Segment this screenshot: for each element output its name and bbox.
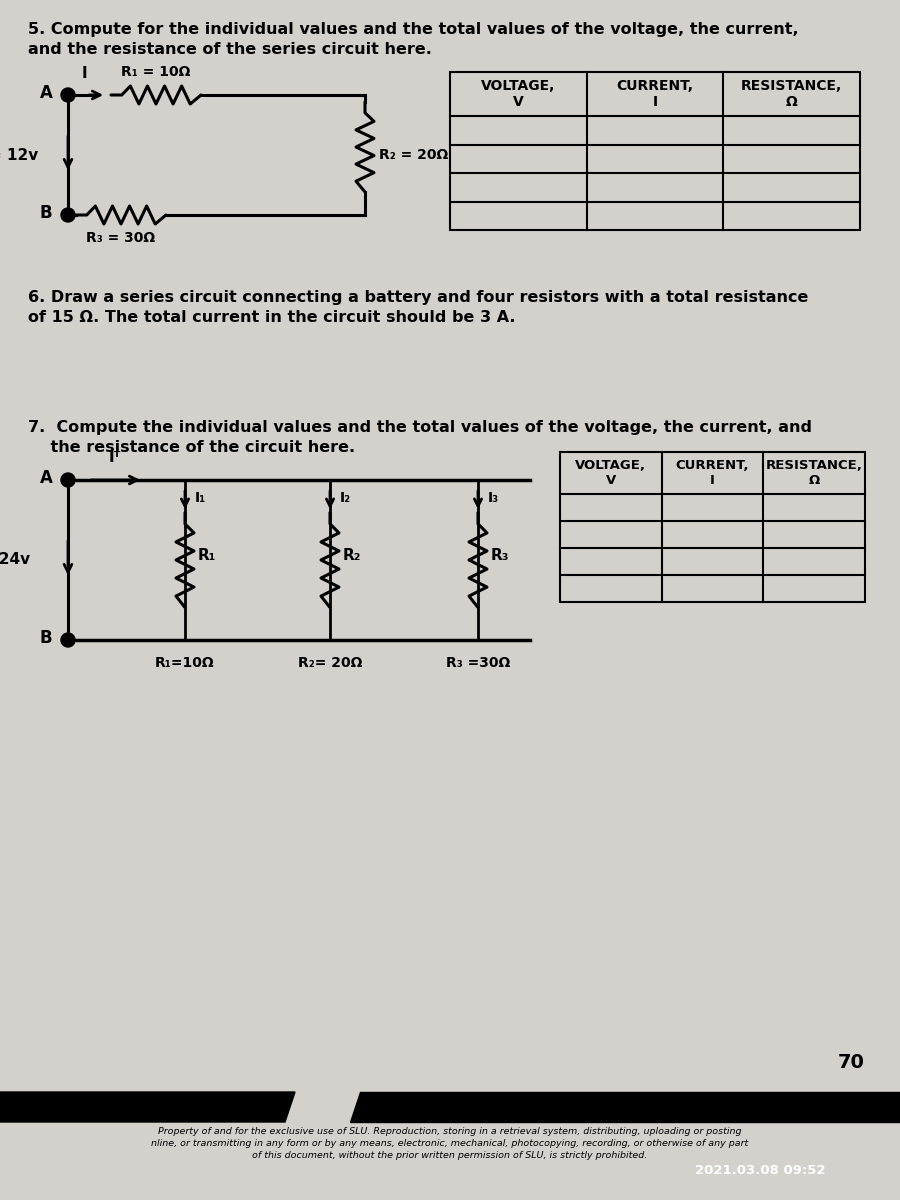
Text: B: B [40, 204, 52, 222]
Text: Iᵀ: Iᵀ [109, 450, 122, 464]
Text: VOLTAGE,
V: VOLTAGE, V [575, 458, 646, 487]
Text: of this document, without the prior written permission of SLU, is strictly prohi: of this document, without the prior writ… [252, 1151, 648, 1160]
Text: I₃: I₃ [488, 491, 500, 505]
Circle shape [61, 473, 75, 487]
Text: R₃ = 30Ω: R₃ = 30Ω [86, 230, 156, 245]
Polygon shape [350, 1092, 900, 1122]
Text: Property of and for the exclusive use of SLU. Reproduction, storing in a retriev: Property of and for the exclusive use of… [158, 1127, 742, 1136]
Text: R₃ =30Ω: R₃ =30Ω [446, 656, 510, 670]
Text: 6. Draw a series circuit connecting a battery and four resistors with a total re: 6. Draw a series circuit connecting a ba… [28, 290, 808, 305]
Text: RESISTANCE,
Ω: RESISTANCE, Ω [741, 79, 842, 109]
Text: of 15 Ω. The total current in the circuit should be 3 A.: of 15 Ω. The total current in the circui… [28, 310, 516, 325]
Text: R₂= 20Ω: R₂= 20Ω [298, 656, 362, 670]
Text: RESISTANCE,
Ω: RESISTANCE, Ω [766, 458, 862, 487]
Text: CURRENT,
I: CURRENT, I [676, 458, 749, 487]
Text: Vₛ = 24v: Vₛ = 24v [0, 552, 30, 568]
Text: A: A [40, 469, 52, 487]
Circle shape [61, 634, 75, 647]
Text: A: A [40, 84, 52, 102]
Text: R₃: R₃ [491, 547, 509, 563]
Bar [450, 72, 860, 230]
Text: 5. Compute for the individual values and the total values of the voltage, the cu: 5. Compute for the individual values and… [28, 22, 798, 37]
Text: R₁: R₁ [198, 547, 216, 563]
Text: I₂: I₂ [340, 491, 351, 505]
Text: R₁=10Ω: R₁=10Ω [155, 656, 215, 670]
Text: R₂ = 20Ω: R₂ = 20Ω [379, 148, 448, 162]
Polygon shape [0, 1092, 295, 1122]
Circle shape [61, 208, 75, 222]
Text: the resistance of the circuit here.: the resistance of the circuit here. [28, 440, 355, 455]
Text: CURRENT,
I: CURRENT, I [616, 79, 694, 109]
Text: 70: 70 [838, 1054, 865, 1072]
Text: 7.  Compute the individual values and the total values of the voltage, the curre: 7. Compute the individual values and the… [28, 420, 812, 434]
Text: VOLTAGE,
V: VOLTAGE, V [482, 79, 555, 109]
Bar [560, 452, 865, 602]
Text: R₂: R₂ [343, 547, 362, 563]
Text: and the resistance of the series circuit here.: and the resistance of the series circuit… [28, 42, 432, 56]
Text: I: I [81, 66, 86, 80]
Text: B: B [40, 629, 52, 647]
Text: nline, or transmitting in any form or by any means, electronic, mechanical, phot: nline, or transmitting in any form or by… [151, 1139, 749, 1148]
Text: 2021.03.08 09:52: 2021.03.08 09:52 [695, 1164, 825, 1177]
Text: I₁: I₁ [195, 491, 206, 505]
Text: R₁ = 10Ω: R₁ = 10Ω [122, 65, 191, 79]
Text: Vs = 12v: Vs = 12v [0, 148, 38, 162]
Circle shape [61, 88, 75, 102]
